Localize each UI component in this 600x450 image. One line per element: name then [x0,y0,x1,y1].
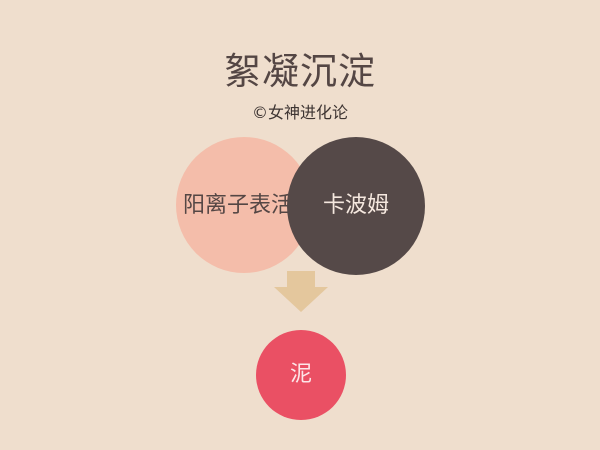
down-arrow-icon [274,271,328,312]
carbomer-label: 卡波姆 [322,193,389,218]
credit-text: ©女神进化论 [251,103,348,122]
diagram-title: 絮凝沉淀 [224,50,376,93]
carbomer-circle: 卡波姆 [287,137,425,275]
sediment-result-label: 泥 [289,362,312,387]
sediment-result-circle: 泥 [256,330,346,420]
cationic-surfactant-label: 阳离子表活 [183,193,294,218]
